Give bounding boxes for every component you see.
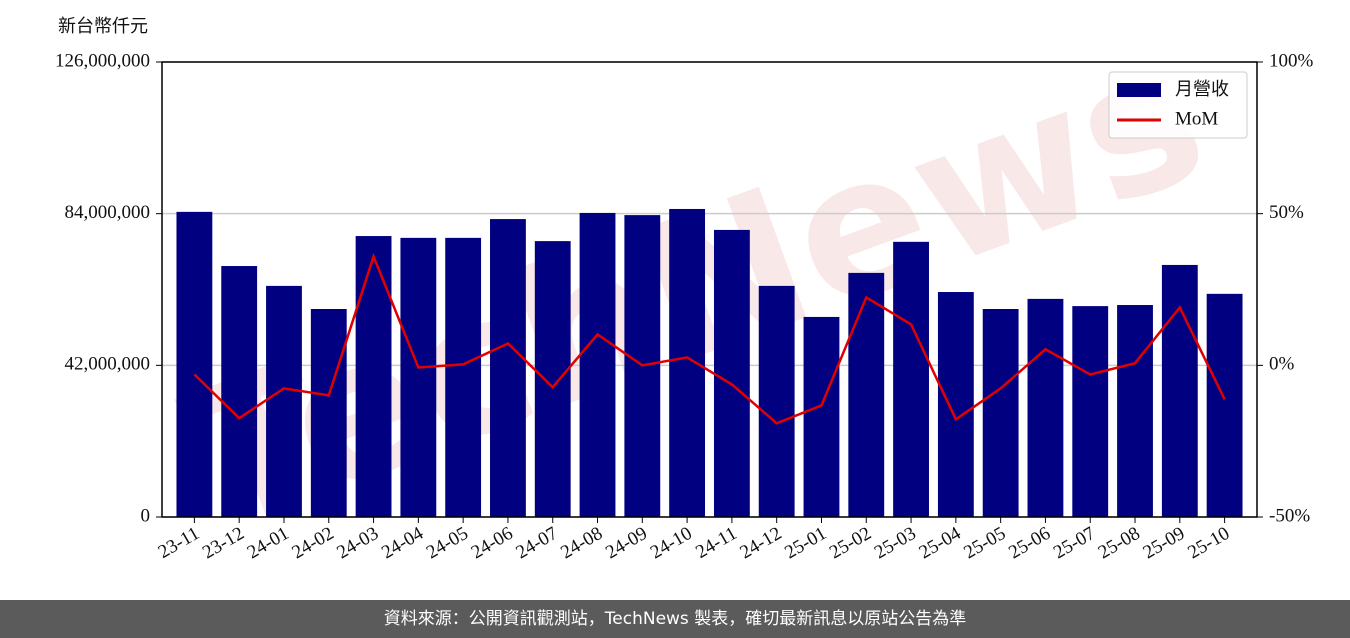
- y2-tick-label: 50%: [1269, 202, 1304, 223]
- y2-tick-label: 0%: [1269, 354, 1295, 375]
- x-tick-label: 25-09: [1140, 523, 1189, 563]
- x-tick-label: 24-04: [378, 523, 427, 564]
- footer: 資料來源：公開資訊觀測站，TechNews 製表，確切最新訊息以原站公告為準: [0, 600, 1350, 638]
- x-tick-label: 23-11: [155, 523, 203, 563]
- x-tick-label: 25-04: [916, 523, 965, 564]
- bar: [1206, 293, 1243, 517]
- bar: [982, 309, 1019, 517]
- bar: [1161, 264, 1198, 517]
- x-tick-label: 25-05: [960, 523, 1009, 563]
- x-tick-label: 24-07: [513, 523, 562, 563]
- bar: [310, 309, 347, 517]
- y2-tick-label: 100%: [1269, 50, 1314, 71]
- bar: [1117, 305, 1153, 517]
- bar: [713, 229, 750, 517]
- x-tick-label: 24-10: [647, 523, 696, 563]
- bar: [1072, 306, 1109, 517]
- y-tick-label: 0: [141, 505, 151, 526]
- bar: [937, 292, 974, 517]
- x-tick-label: 24-09: [602, 523, 651, 563]
- bar: [266, 285, 302, 517]
- x-tick-label: 25-03: [871, 523, 920, 563]
- bar: [534, 241, 571, 517]
- legend-label: MoM: [1175, 108, 1218, 129]
- bar: [579, 212, 616, 517]
- x-tick-label: 25-06: [1005, 523, 1054, 563]
- bar: [669, 208, 706, 517]
- bar: [893, 241, 929, 518]
- legend-label: 月營收: [1175, 79, 1229, 100]
- x-tick-label: 25-01: [781, 523, 830, 563]
- bar: [176, 211, 213, 517]
- y-tick-label: 84,000,000: [65, 202, 151, 223]
- chart: 新台幣仟元 TechNews042,000,00084,000,000126,0…: [55, 3, 1314, 572]
- legend-swatch: [1117, 83, 1161, 97]
- bar: [803, 316, 840, 517]
- line: [193, 252, 1226, 425]
- y-axis-label: 新台幣仟元: [58, 16, 148, 37]
- bar: [400, 237, 437, 517]
- y-tick-label: 42,000,000: [65, 354, 151, 375]
- x-tick-label: 25-08: [1095, 523, 1144, 563]
- x-tick-label: 24-12: [736, 523, 785, 563]
- plot-frame: [161, 61, 1258, 518]
- x-tick-label: 25-07: [1050, 523, 1099, 563]
- bar: [221, 266, 258, 517]
- x-tick-label: 24-05: [423, 523, 472, 563]
- bar: [1027, 298, 1064, 517]
- x-tick-label: 25-10: [1184, 523, 1233, 563]
- bar: [758, 285, 795, 517]
- x-tick-label: 24-06: [468, 523, 517, 563]
- y2-tick-label: -50%: [1269, 505, 1310, 526]
- x-tick-label: 24-11: [692, 523, 740, 563]
- bar: [848, 272, 885, 517]
- bar: [445, 237, 482, 517]
- x-tick-label: 25-02: [826, 523, 875, 563]
- bar: [490, 219, 526, 518]
- y-tick-label: 126,000,000: [55, 50, 150, 71]
- bar: [355, 236, 392, 518]
- x-tick-label: 24-08: [557, 523, 606, 563]
